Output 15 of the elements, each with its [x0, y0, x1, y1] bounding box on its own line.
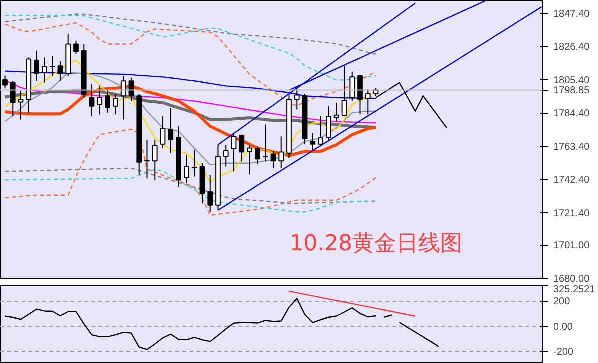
- y-tick-label: 1701.00: [554, 240, 590, 252]
- y-tick-label: 1847.40: [554, 8, 590, 20]
- y-tick-label: 1721.40: [554, 208, 590, 220]
- y-tick-label: 325.2521: [554, 284, 596, 296]
- y-tick-label: 200: [554, 296, 571, 308]
- ref-line-label: 1798.85: [554, 86, 590, 97]
- y-tick-label: 1826.40: [554, 42, 590, 54]
- y-tick-label: 1763.40: [554, 142, 590, 153]
- y-tick-label: -200: [554, 346, 574, 358]
- y-tick-label: 1742.40: [554, 175, 590, 186]
- y-tick-label: 0.00: [554, 322, 574, 333]
- y-tick-label: 1805.40: [554, 75, 590, 86]
- y-tick-label: 1784.40: [554, 108, 590, 120]
- y-tick-label: 1680.00: [554, 274, 590, 285]
- annotation: 10.28黄金日线图: [290, 231, 463, 256]
